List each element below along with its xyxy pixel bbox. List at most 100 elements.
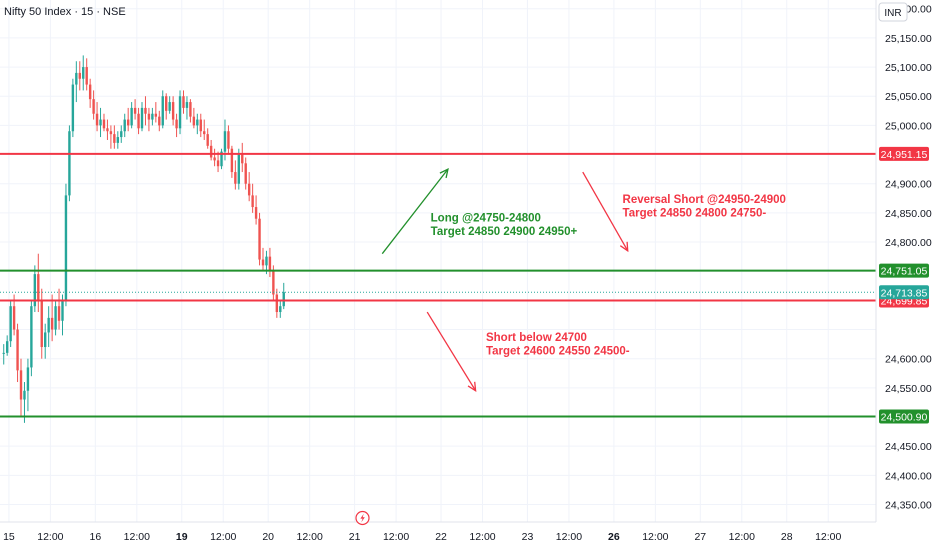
arrow-head: [467, 381, 477, 393]
candle-body: [223, 131, 227, 152]
arrow-shaft: [582, 171, 629, 252]
candle: [57, 288, 61, 330]
candle: [9, 300, 12, 348]
candle: [85, 58, 88, 91]
time-tick-label: 12:00: [37, 531, 63, 543]
candle: [120, 125, 123, 143]
time-tick-label: 12:00: [124, 531, 150, 543]
candle-body: [140, 107, 144, 129]
price-badge-text: 24,500.90: [881, 411, 928, 423]
price-axis-labels: 24,951.1524,751.0524,699.8524,500.9024,7…: [879, 146, 929, 424]
candle-body: [268, 256, 272, 272]
candle: [192, 107, 196, 129]
candle-body: [147, 113, 151, 120]
candle: [282, 282, 285, 310]
candle-body: [123, 119, 126, 132]
bolt-glyph: [360, 513, 365, 523]
candle-body: [109, 131, 113, 135]
candle-body: [44, 332, 47, 348]
price-badge-text: 24,951.15: [881, 149, 928, 161]
candle-body: [5, 341, 9, 353]
candle-body: [37, 274, 40, 301]
price-badge-text: 24,751.05: [881, 266, 928, 278]
dividends-marker[interactable]: [355, 510, 370, 526]
candle: [161, 90, 164, 129]
candle: [268, 247, 272, 278]
candle-body: [61, 300, 64, 321]
trend-arrow[interactable]: [426, 311, 477, 393]
trend-arrow[interactable]: [582, 171, 629, 253]
candle: [158, 110, 161, 132]
candle: [196, 113, 199, 135]
candle-body: [182, 96, 185, 108]
candle-body: [19, 370, 23, 400]
price-tick-label: 24,600.00: [885, 354, 932, 366]
price-badge-bg: [879, 285, 929, 300]
price-tick-label: 24,550.00: [885, 383, 932, 395]
candle-body: [92, 99, 95, 114]
candle: [68, 125, 71, 202]
candle: [130, 102, 133, 129]
price-tick-label: 24,350.00: [885, 500, 932, 512]
trend-arrow[interactable]: [381, 167, 449, 255]
price-tick-label: 24,850.00: [885, 208, 932, 220]
candle: [182, 90, 185, 114]
candle-body: [50, 317, 54, 330]
candle: [40, 288, 43, 359]
candle: [50, 294, 54, 342]
price-badge: 24,713.85: [879, 285, 929, 300]
time-tick-label: 12:00: [815, 531, 841, 543]
candle: [254, 195, 258, 225]
currency-button[interactable]: INR: [878, 2, 908, 22]
candle: [88, 78, 92, 108]
candle-body: [196, 119, 199, 126]
price-axis[interactable]: 25,200.0025,150.0025,100.0025,050.0025,0…: [885, 4, 932, 512]
candle-body: [192, 116, 196, 126]
candlestick-series: [2, 55, 285, 423]
annotation-line: Target 24850 24800 24750-: [623, 207, 767, 219]
candle: [106, 119, 109, 140]
candle: [144, 96, 147, 126]
candle-body: [133, 107, 137, 114]
candle-body: [33, 274, 37, 307]
annotation-line: Short below 24700: [486, 332, 587, 344]
candle-body: [12, 306, 16, 330]
price-tick-label: 24,400.00: [885, 470, 932, 482]
candle: [258, 212, 261, 266]
candle: [213, 148, 216, 167]
candle-body: [116, 137, 120, 143]
candle: [275, 288, 279, 318]
candle: [206, 128, 209, 149]
candle: [189, 99, 192, 123]
candle: [116, 131, 120, 149]
candle: [234, 160, 237, 190]
candle-body: [9, 306, 12, 342]
candle-body: [220, 151, 223, 167]
candle: [175, 113, 178, 138]
candle-body: [71, 84, 75, 132]
candle: [75, 61, 78, 103]
candle: [78, 61, 81, 91]
candle-body: [227, 131, 230, 149]
candle: [203, 119, 206, 140]
price-axis-panel: [876, 0, 932, 522]
candle-body: [244, 163, 247, 184]
candle: [126, 107, 130, 132]
candle-body: [154, 113, 158, 117]
candle: [151, 107, 154, 126]
candle-body: [102, 119, 106, 129]
candle-body: [206, 134, 209, 146]
price-badge: 24,951.15: [879, 146, 929, 161]
candle: [137, 107, 140, 135]
candle: [109, 125, 113, 149]
candle: [30, 300, 33, 377]
candle-body: [23, 390, 26, 400]
candle-body: [99, 119, 102, 126]
candle-body: [203, 131, 206, 135]
time-axis[interactable]: 15 12:00 16 12:00 19 12:00 20 12:00 21 12:00 22 12:…: [3, 531, 841, 543]
symbol-title[interactable]: Nifty 50 Index · 15 · NSE: [4, 6, 126, 18]
candle-body: [88, 84, 92, 100]
candle: [199, 113, 202, 138]
candle-body: [213, 157, 216, 161]
